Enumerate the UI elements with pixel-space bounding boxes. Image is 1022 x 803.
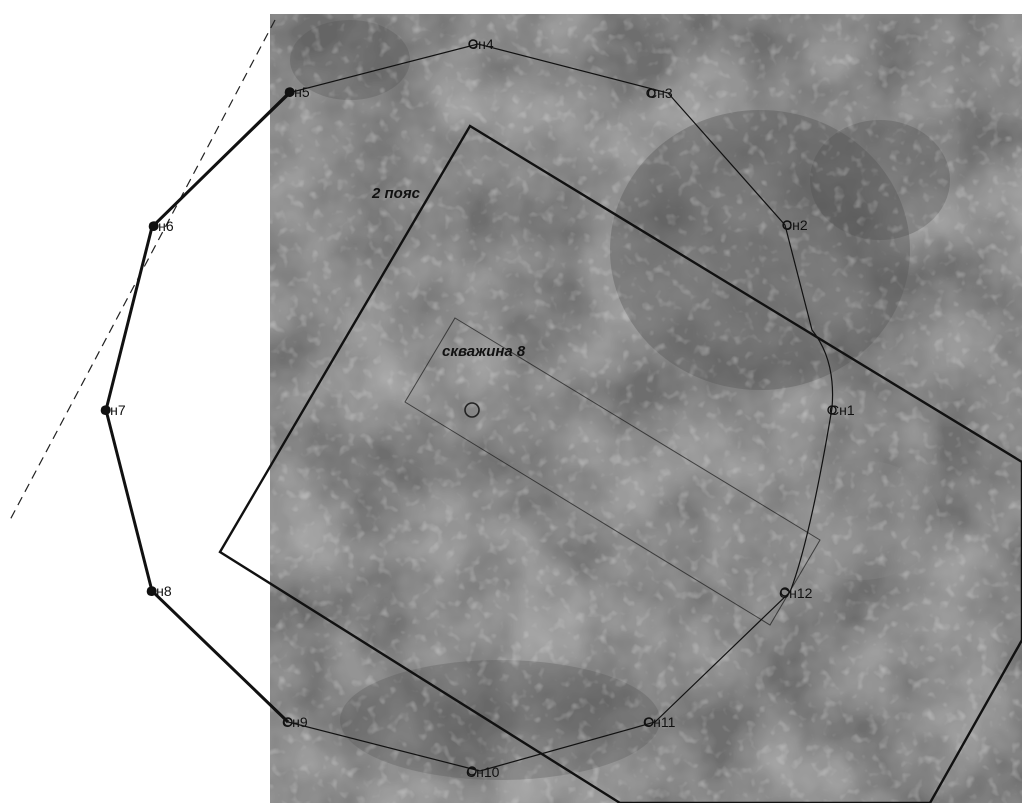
survey-point-8: Сн8 <box>146 583 172 599</box>
survey-point-label: Сн1 <box>829 402 855 418</box>
survey-point-label: Сн8 <box>146 583 172 599</box>
aerial-photo <box>270 14 1022 803</box>
survey-point-2: Сн2 <box>782 217 808 233</box>
well-label: скважина 8 <box>442 343 526 360</box>
survey-point-label: Сн10 <box>466 764 500 780</box>
outer-rotated-square <box>218 124 1022 803</box>
well-marker <box>464 402 480 418</box>
survey-point-1: Сн1 <box>827 402 855 418</box>
survey-point-label: Сн3 <box>647 85 673 101</box>
survey-point-label: Сн6 <box>148 218 174 234</box>
survey-point-5: Сн5 <box>284 84 310 100</box>
survey-point-6: Сн6 <box>148 218 174 234</box>
survey-point-3: Сн3 <box>646 85 673 101</box>
survey-point-label: Сн12 <box>779 585 813 601</box>
survey-point-label: Сн9 <box>282 714 308 730</box>
survey-point-11: Сн11 <box>643 714 676 730</box>
survey-point-label: Сн2 <box>782 217 808 233</box>
dashed-boundary-line <box>9 19 276 521</box>
survey-point-7: Сн7 <box>100 402 126 418</box>
survey-point-label: Сн11 <box>643 714 676 730</box>
survey-point-label: Сн7 <box>100 402 126 418</box>
survey-point-10: Сн10 <box>466 764 500 780</box>
zone-label: 2 пояс <box>371 185 421 202</box>
survey-point-12: Сн12 <box>779 585 813 601</box>
survey-point-9: Сн9 <box>282 714 308 730</box>
inner-rotated-rectangle <box>404 317 821 626</box>
survey-points: Сн1 Сн2 Сн3 Сн4 Сн5 Сн6 Сн7 Сн8 <box>100 36 855 780</box>
zone-boundary-left-bold <box>104 90 292 724</box>
survey-point-label: Сн5 <box>284 84 310 100</box>
survey-point-label: Сн4 <box>468 36 494 52</box>
survey-point-4: Сн4 <box>468 36 494 52</box>
